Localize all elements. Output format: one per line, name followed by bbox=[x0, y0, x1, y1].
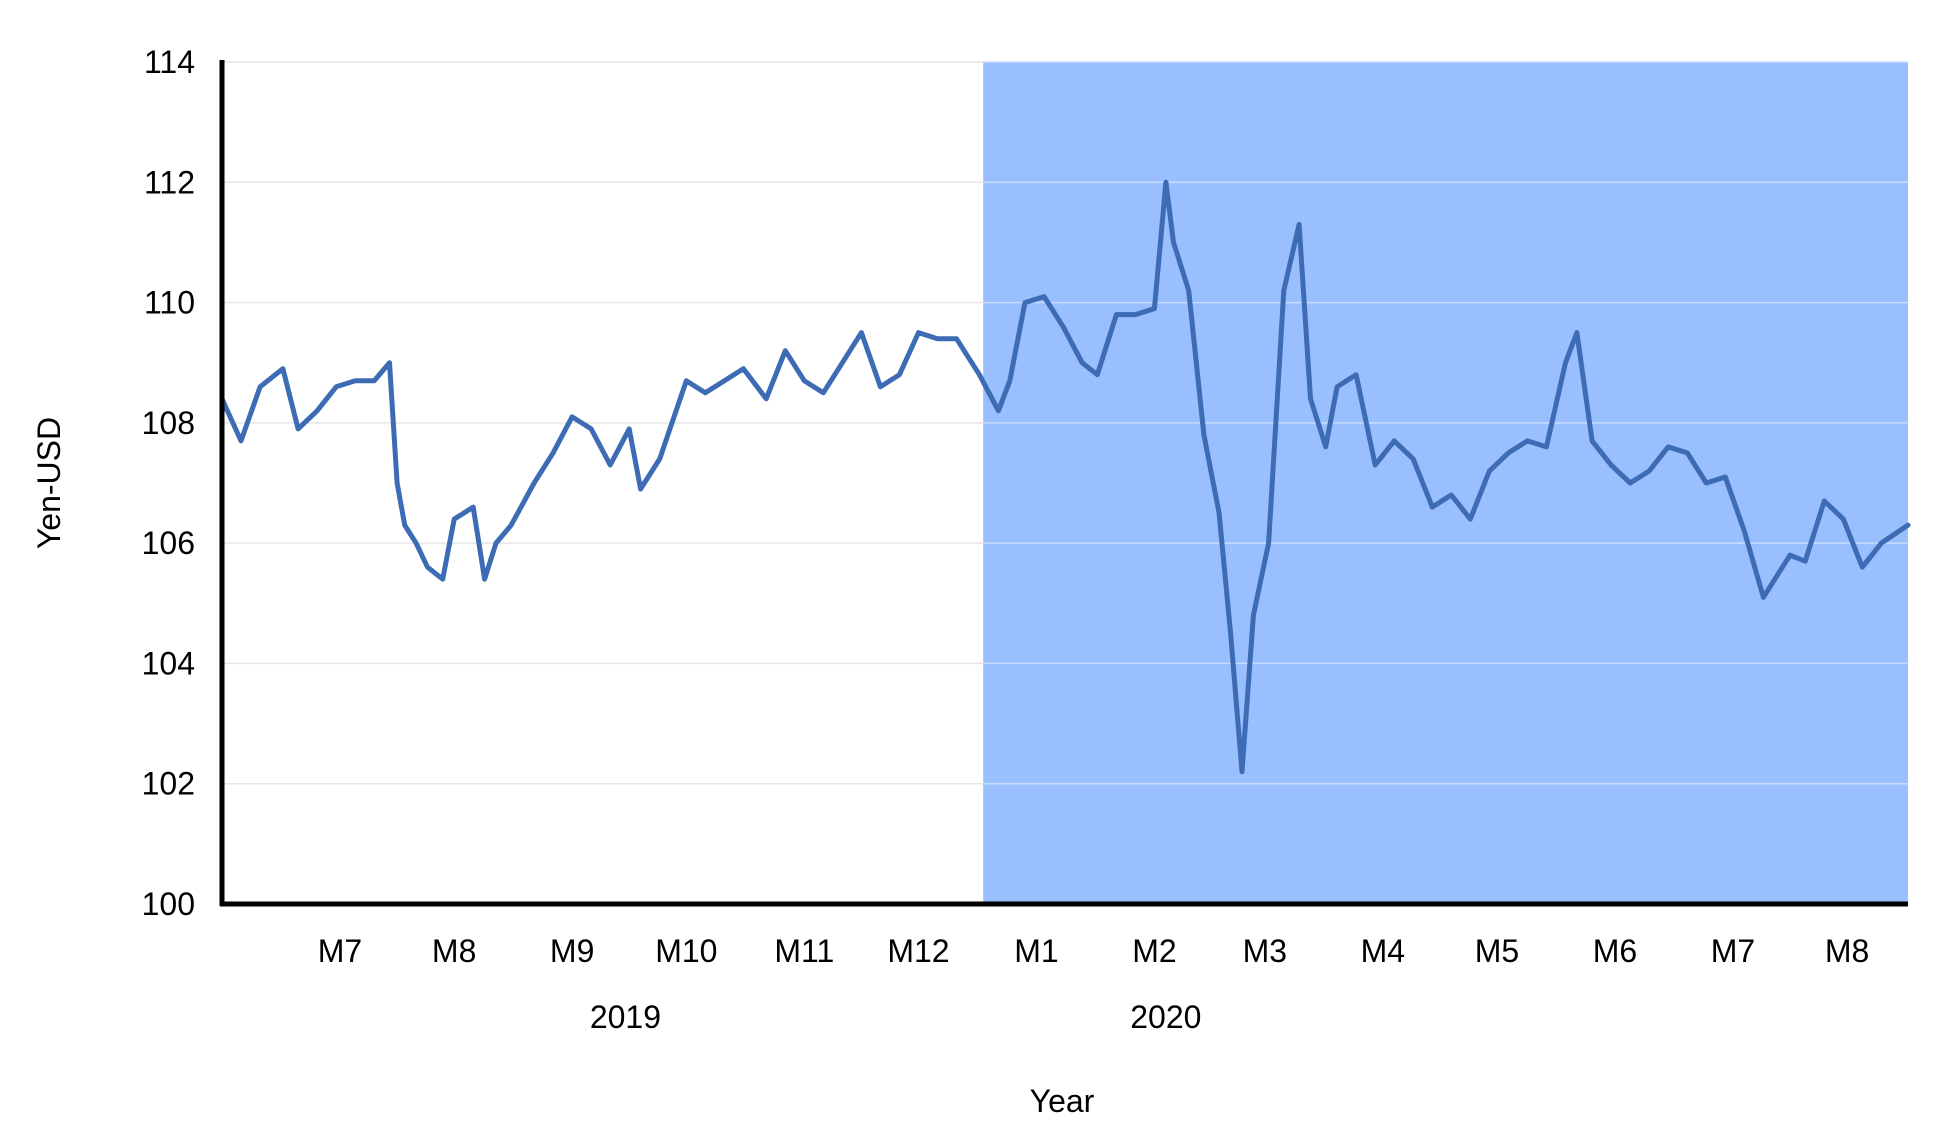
x-tick-label: M3 bbox=[1243, 933, 1287, 969]
year-label: 2019 bbox=[590, 999, 661, 1035]
gridlines bbox=[222, 61, 1908, 785]
y-tick-label: 114 bbox=[144, 44, 195, 80]
y-axis-title: Yen-USD bbox=[31, 417, 67, 549]
shaded-region bbox=[983, 62, 1908, 904]
x-tick-label: M4 bbox=[1361, 933, 1405, 969]
x-tick-label: M2 bbox=[1132, 933, 1176, 969]
y-tick-label: 106 bbox=[142, 525, 195, 561]
y-tick-label: 112 bbox=[144, 164, 195, 200]
y-tick-label: 108 bbox=[142, 405, 195, 441]
x-tick-label: M10 bbox=[655, 933, 717, 969]
y-tick-labels: 100 102 104 106 108 110 112 114 bbox=[142, 44, 195, 922]
x-tick-label: M9 bbox=[550, 933, 594, 969]
x-tick-label: M7 bbox=[318, 933, 362, 969]
x-tick-label: M7 bbox=[1711, 933, 1755, 969]
x-tick-label: M6 bbox=[1593, 933, 1637, 969]
year-label: 2020 bbox=[1130, 999, 1201, 1035]
x-tick-labels: M7 M8 M9 M10 M11 M12 M1 M2 M3 M4 M5 M6 M7 M8 bbox=[318, 933, 1870, 969]
year-labels: 2019 2020 bbox=[590, 999, 1202, 1035]
x-tick-label: M11 bbox=[774, 933, 834, 969]
x-tick-label: M8 bbox=[432, 933, 476, 969]
y-tick-label: 104 bbox=[142, 645, 195, 681]
x-tick-label: M12 bbox=[887, 933, 949, 969]
x-tick-label: M5 bbox=[1475, 933, 1519, 969]
y-tick-label: 100 bbox=[142, 886, 195, 922]
x-tick-label: M8 bbox=[1825, 933, 1869, 969]
y-tick-label: 110 bbox=[144, 285, 195, 321]
y-tick-label: 102 bbox=[142, 766, 195, 802]
series-line bbox=[219, 179, 1911, 775]
x-axis-title: Year bbox=[1030, 1083, 1095, 1119]
x-tick-label: M1 bbox=[1014, 933, 1058, 969]
